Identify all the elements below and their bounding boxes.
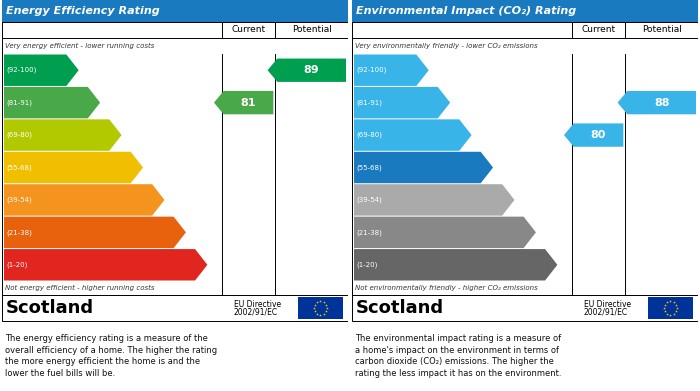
Text: (39-54): (39-54) [356,197,382,203]
Text: (81-91): (81-91) [356,99,382,106]
Polygon shape [4,217,186,248]
Text: (1-20): (1-20) [6,262,27,268]
Polygon shape [617,91,696,114]
Text: A: A [80,64,90,77]
Polygon shape [267,59,346,82]
Polygon shape [354,184,514,216]
Text: C: C [122,129,132,142]
Bar [2,22,348,295]
Text: 89: 89 [304,65,319,75]
Text: Not energy efficient - higher running costs: Not energy efficient - higher running co… [5,285,155,291]
Text: 80: 80 [591,130,606,140]
Text: EU Directive: EU Directive [234,300,281,308]
Text: 2002/91/EC: 2002/91/EC [234,307,278,316]
Text: The energy efficiency rating is a measure of the
overall efficiency of a home. T: The energy efficiency rating is a measur… [5,334,217,378]
Text: F: F [187,226,195,239]
Text: A: A [430,64,440,77]
Text: G: G [559,258,568,271]
Polygon shape [4,152,143,183]
Polygon shape [354,54,428,86]
Polygon shape [354,249,557,280]
Polygon shape [4,119,122,151]
Polygon shape [564,124,623,147]
Text: Scotland: Scotland [356,299,444,317]
Bar [648,297,693,319]
Bar [2,0,348,22]
Text: D: D [494,161,504,174]
Text: (55-68): (55-68) [6,164,32,171]
Polygon shape [4,87,100,118]
Text: F: F [537,226,545,239]
Text: B: B [451,96,461,109]
Text: Current: Current [582,25,615,34]
Text: (21-38): (21-38) [356,229,382,236]
Polygon shape [354,119,472,151]
Polygon shape [214,91,273,114]
Text: Very environmentally friendly - lower CO₂ emissions: Very environmentally friendly - lower CO… [355,43,538,49]
Polygon shape [4,54,78,86]
Text: (92-100): (92-100) [6,67,36,74]
Text: Very energy efficient - lower running costs: Very energy efficient - lower running co… [5,43,155,49]
Text: Current: Current [232,25,265,34]
Text: E: E [165,194,174,206]
Text: (81-91): (81-91) [6,99,32,106]
Text: (1-20): (1-20) [356,262,377,268]
Polygon shape [354,87,450,118]
Text: Potential: Potential [642,25,682,34]
Text: 88: 88 [654,98,669,108]
Text: Energy Efficiency Rating: Energy Efficiency Rating [6,6,160,16]
Text: B: B [101,96,111,109]
Text: D: D [144,161,154,174]
Text: Not environmentally friendly - higher CO₂ emissions: Not environmentally friendly - higher CO… [355,285,538,291]
Polygon shape [354,217,536,248]
Text: The environmental impact rating is a measure of
a home's impact on the environme: The environmental impact rating is a mea… [355,334,561,378]
Bar [352,295,698,321]
Bar [352,0,698,22]
Polygon shape [354,152,493,183]
Text: Environmental Impact (CO₂) Rating: Environmental Impact (CO₂) Rating [356,6,576,16]
Text: (39-54): (39-54) [6,197,32,203]
Text: G: G [209,258,218,271]
Polygon shape [4,184,164,216]
Text: 81: 81 [241,98,256,108]
Bar [352,22,698,295]
Text: (92-100): (92-100) [356,67,386,74]
Bar [2,295,348,321]
Polygon shape [4,249,207,280]
Text: EU Directive: EU Directive [584,300,631,308]
Text: (55-68): (55-68) [356,164,382,171]
Text: (21-38): (21-38) [6,229,32,236]
Text: E: E [515,194,524,206]
Text: C: C [473,129,482,142]
Text: (69-80): (69-80) [356,132,382,138]
Text: (69-80): (69-80) [6,132,32,138]
Bar [298,297,343,319]
Text: Scotland: Scotland [6,299,94,317]
Text: Potential: Potential [292,25,332,34]
Text: 2002/91/EC: 2002/91/EC [584,307,628,316]
